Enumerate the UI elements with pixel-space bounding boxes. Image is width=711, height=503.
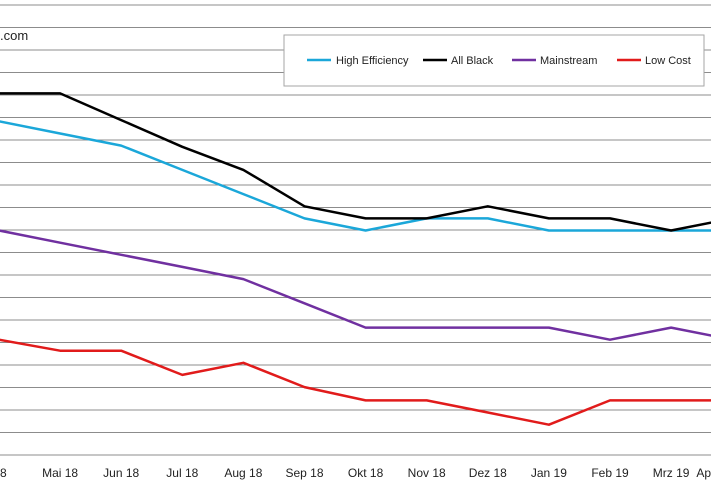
x-tick-label: Aug 18 (224, 466, 262, 480)
legend-label-high-efficiency: High Efficiency (336, 55, 409, 67)
series-layer (0, 92, 711, 426)
x-tick-label: Dez 18 (469, 466, 507, 480)
x-tick-label: Mrz 19 (653, 466, 690, 480)
x-tick-label: Jul 18 (166, 466, 198, 480)
series-line-high-efficiency (0, 120, 711, 232)
x-tick-label: Jun 18 (103, 466, 139, 480)
legend-item-all-black: All Black (423, 55, 494, 67)
source-text: .com (0, 28, 28, 43)
x-tick-label: Jan 19 (531, 466, 567, 480)
series-line-all-black (0, 92, 711, 232)
x-tick-label: Okt 18 (348, 466, 384, 480)
series-line-mainstream (0, 229, 711, 341)
x-tick-label: Mai 18 (42, 466, 78, 480)
x-tick-label: Feb 19 (591, 466, 629, 480)
legend-item-high-efficiency: High Efficiency (307, 55, 409, 67)
x-tick-label: Ap (696, 466, 711, 480)
x-axis-ticks: 8 Mai 18 Jun 18 Jul 18 Aug 18 Sep 18 Okt 18 Nov… (0, 466, 711, 480)
legend: High Efficiency All Black Mainstream Low… (283, 34, 705, 87)
legend-label-low-cost: Low Cost (645, 55, 691, 67)
legend-item-low-cost: Low Cost (617, 55, 691, 67)
x-tick-label: 8 (0, 466, 7, 480)
series-line-low-cost (0, 338, 711, 426)
legend-label-all-black: All Black (451, 55, 494, 67)
x-tick-label: Nov 18 (408, 466, 446, 480)
legend-label-mainstream: Mainstream (540, 55, 597, 67)
x-tick-label: Sep 18 (285, 466, 323, 480)
legend-item-mainstream: Mainstream (512, 55, 597, 67)
